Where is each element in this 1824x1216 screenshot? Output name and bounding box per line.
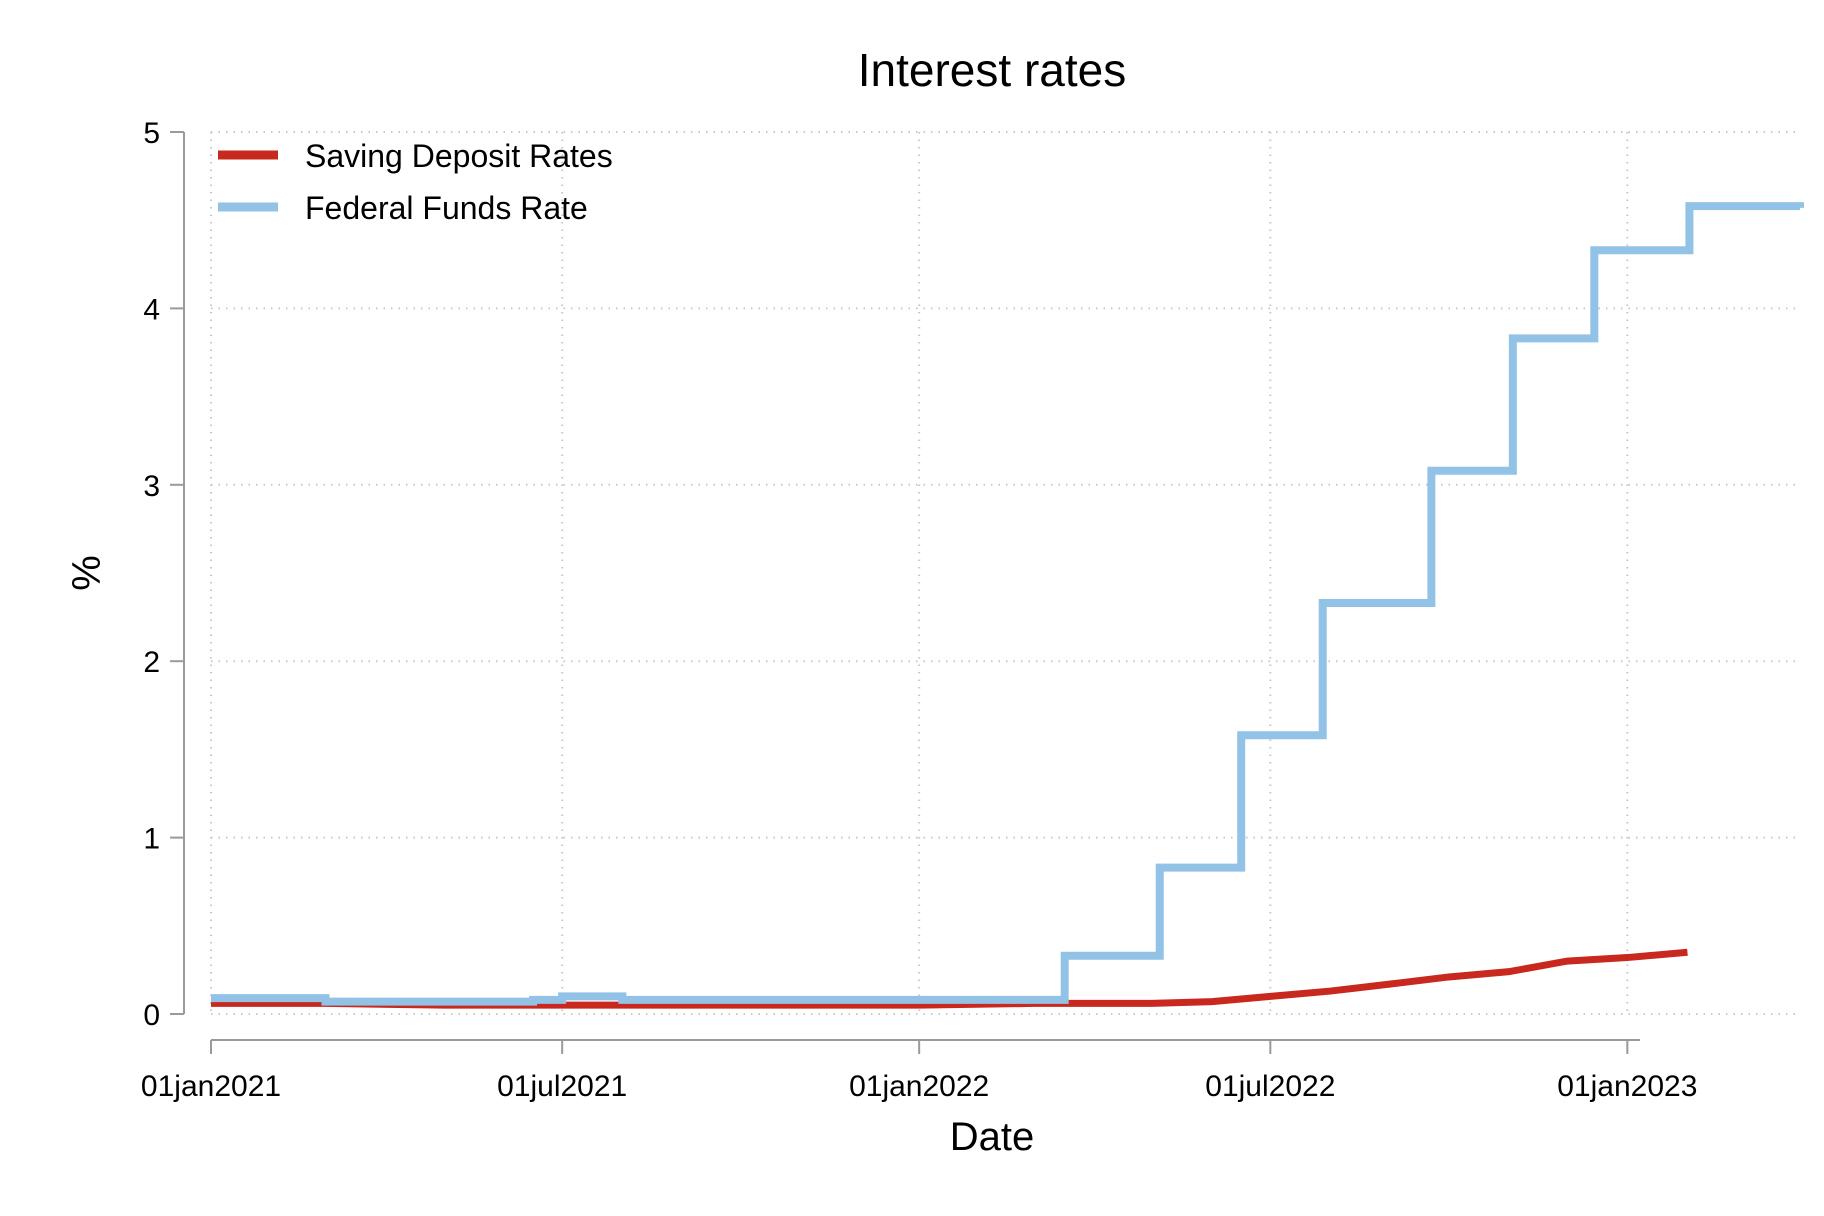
legend-label-saving-deposit-rates: Saving Deposit Rates bbox=[305, 138, 613, 174]
y-tick-label-2: 2 bbox=[143, 646, 160, 679]
x-tick-label-0: 01jan2021 bbox=[141, 1070, 281, 1103]
y-axis-title: % bbox=[65, 555, 109, 591]
x-tick-label-3: 01jul2022 bbox=[1205, 1070, 1335, 1103]
series-layer bbox=[211, 202, 1804, 1009]
series-line-federal-funds-rate bbox=[211, 202, 1804, 1006]
y-axis-ticks: 0 1 2 3 4 5 bbox=[143, 117, 184, 1032]
y-tick-label-0: 0 bbox=[143, 999, 160, 1032]
y-tick-label-4: 4 bbox=[143, 293, 160, 326]
x-tick-label-2: 01jan2022 bbox=[849, 1070, 989, 1103]
x-axis-title: Date bbox=[950, 1115, 1035, 1159]
x-axis-ticks: 01jan2021 01jul2021 01jan2022 01jul2022 01ja… bbox=[141, 1040, 1697, 1103]
chart-title: Interest rates bbox=[858, 44, 1126, 96]
y-tick-label-5: 5 bbox=[143, 117, 160, 150]
y-tick-label-1: 1 bbox=[143, 823, 160, 856]
y-tick-label-3: 3 bbox=[143, 470, 160, 503]
x-tick-label-4: 01jan2023 bbox=[1557, 1070, 1697, 1103]
legend: Saving Deposit Rates Federal Funds Rate bbox=[218, 138, 613, 226]
legend-label-federal-funds-rate: Federal Funds Rate bbox=[305, 190, 588, 226]
x-tick-label-1: 01jul2021 bbox=[497, 1070, 627, 1103]
gridlines bbox=[210, 131, 1800, 1015]
